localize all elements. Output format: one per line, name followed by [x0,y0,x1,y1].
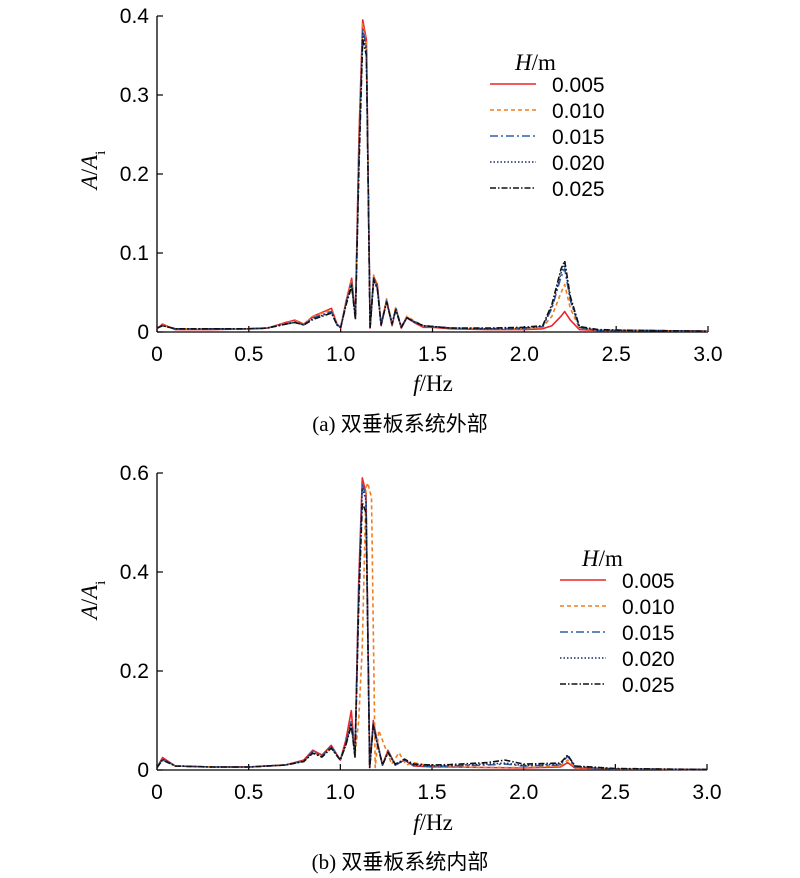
legend-label-a: 0.025 [552,178,605,201]
x-tick-label-a: 1.0 [326,343,355,366]
x-tick-label-b: 2.0 [509,781,538,804]
series-line-a-0.025 [156,38,709,332]
x-tick-label-a: 0.5 [234,343,263,366]
x-tick-label-b: 3.0 [692,781,721,804]
y-tick-label-b: 0.4 [120,561,150,584]
legend-label-b: 0.025 [622,674,675,697]
series-line-b-0.025 [156,501,708,771]
caption-a: (a) 双垂板系统外部 [312,412,488,436]
chart-b: A/Ai f/Hz 0 0.5 1.0 1.5 2.0 2.5 3.0 0 0.2 0.4 0.6 H… [77,462,722,835]
series-line-a-0.010 [156,23,709,332]
y-axis-title-a: A/Ai [77,151,109,192]
y-tick-label-a: 0 [137,321,149,344]
legend-label-a: 0.020 [552,152,605,175]
y-tick-label-a: 0.4 [120,5,150,28]
y-tick-label-a: 0.3 [120,84,149,107]
x-tick-label-b: 1.0 [326,781,355,804]
legend-label-a: 0.010 [552,100,605,123]
series-line-b-0.010 [156,482,708,771]
x-tick-label-b: 2.5 [601,781,630,804]
x-tick-label-a: 3.0 [693,343,722,366]
x-axis-title-a: f/Hz [413,371,453,396]
series-line-a-0.015 [156,26,709,332]
y-tick-label-b: 0.2 [120,660,149,683]
x-tick-label-b: 0 [151,781,163,804]
series-line-a-0.020 [156,30,709,332]
legend-label-a: 0.015 [552,126,605,149]
y-tick-label-a: 0.2 [120,163,149,186]
x-tick-label-a: 2.0 [510,343,539,366]
caption-b: (b) 双垂板系统内部 [311,850,489,874]
x-tick-label-a: 2.5 [602,343,631,366]
series-line-a-0.005 [156,19,709,332]
legend-label-b: 0.005 [622,570,675,593]
y-axis-title-b: A/Ai [77,581,109,622]
x-tick-label-a: 0 [151,343,163,366]
x-tick-label-b: 1.5 [417,781,446,804]
y-tick-label-b: 0.6 [120,462,149,485]
y-tick-label-b: 0 [137,759,149,782]
legend-label-b: 0.010 [622,596,675,619]
chart-a: A/Ai f/Hz 0 0.5 1.0 1.5 2.0 2.5 3.0 0 0.1 0.2 0.3 0… [77,5,723,396]
legend-label-a: 0.005 [552,74,605,97]
x-tick-label-a: 1.5 [418,343,447,366]
series-line-b-0.020 [156,487,708,771]
legend-title-a: H/m [514,50,556,75]
legend-title-b: H/m [581,546,623,571]
x-tick-label-b: 0.5 [234,781,263,804]
legend-label-b: 0.020 [622,648,675,671]
legend-label-b: 0.015 [622,622,675,645]
x-axis-title-b: f/Hz [413,810,453,835]
y-tick-label-a: 0.1 [120,242,149,265]
